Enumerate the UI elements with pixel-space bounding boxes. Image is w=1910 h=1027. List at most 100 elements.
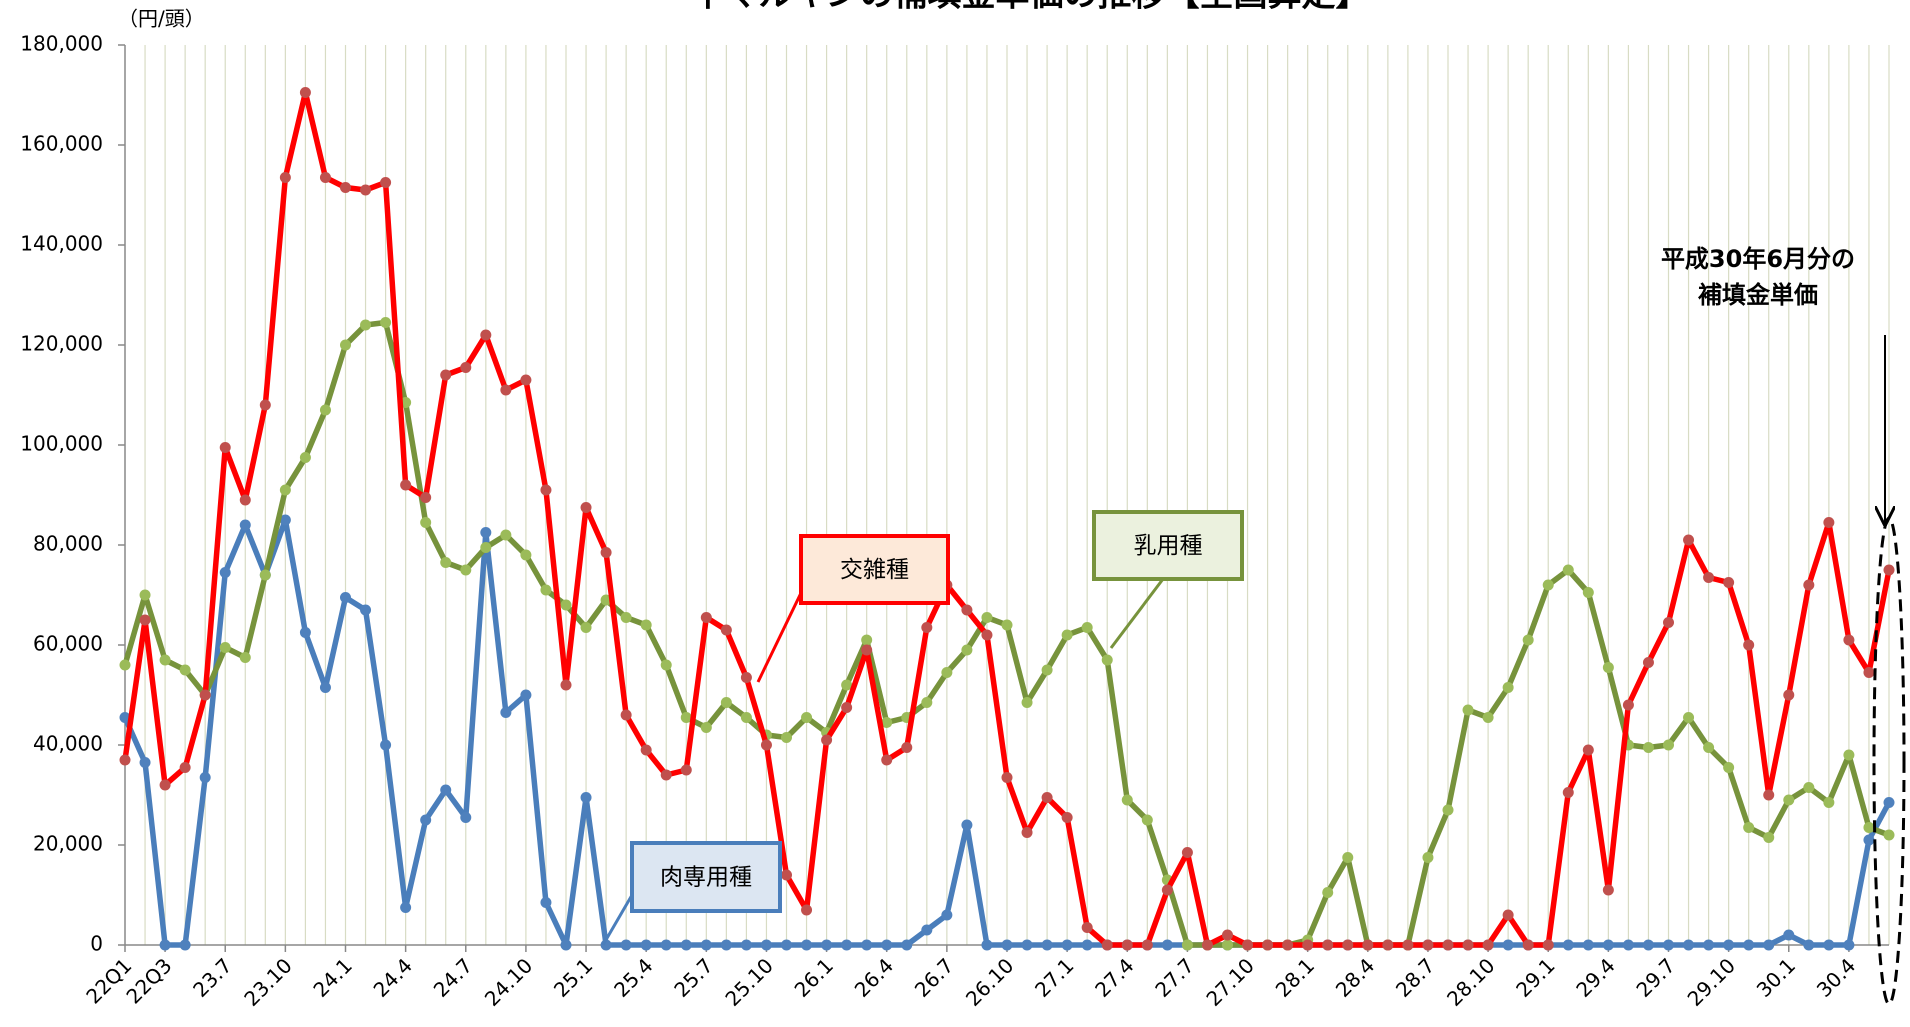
data-point: [440, 784, 452, 796]
data-point: [1582, 587, 1594, 598]
data-point: [1743, 822, 1755, 833]
data-point: [961, 819, 973, 831]
data-point: [1001, 939, 1013, 951]
data-point: [420, 517, 432, 528]
x-tick-label: 29.10: [1683, 953, 1740, 1010]
data-point: [921, 697, 933, 708]
data-point: [801, 712, 813, 723]
data-point: [1562, 939, 1574, 951]
data-point: [1663, 939, 1674, 951]
data-point: [1081, 622, 1093, 633]
data-point: [680, 939, 692, 951]
data-point: [1121, 794, 1133, 806]
data-point: [1843, 634, 1855, 646]
data-point: [1342, 852, 1354, 863]
data-point: [1703, 572, 1715, 583]
data-point: [1763, 789, 1775, 801]
data-point: [1482, 712, 1494, 723]
x-tick-label: 27.1: [1030, 953, 1078, 1001]
data-point: [881, 939, 893, 951]
data-point: [219, 442, 231, 453]
series: [119, 87, 1895, 951]
y-tick-label: 20,000: [33, 832, 103, 856]
data-point: [500, 529, 512, 541]
data-point: [881, 717, 893, 728]
y-tick-label: 40,000: [33, 732, 103, 756]
data-point: [1442, 804, 1454, 816]
x-tick-label: 26.1: [790, 953, 838, 1001]
data-point: [1562, 564, 1574, 576]
data-point: [360, 184, 372, 196]
data-point: [560, 599, 572, 611]
data-point: [1181, 847, 1193, 858]
data-point: [1001, 619, 1013, 631]
data-point: [480, 527, 492, 538]
data-point: [259, 399, 271, 411]
data-point: [1823, 797, 1835, 808]
data-point: [1262, 939, 1274, 951]
data-point: [279, 484, 291, 496]
y-tick-label: 180,000: [20, 32, 103, 56]
data-point: [821, 939, 833, 951]
data-point: [340, 592, 351, 603]
data-point: [1622, 699, 1634, 711]
data-point: [1322, 939, 1334, 951]
x-tick-label: 29.4: [1571, 953, 1619, 1001]
data-point: [199, 689, 211, 701]
data-point: [1161, 939, 1173, 951]
legend-box: [630, 841, 782, 913]
x-tick-label: 25.1: [549, 953, 597, 1001]
data-point: [1081, 922, 1093, 933]
highlight-ellipse: [1872, 516, 1906, 1006]
data-point: [480, 542, 492, 553]
data-point: [821, 734, 833, 746]
x-tick-label: 29.7: [1631, 953, 1679, 1001]
data-point: [1181, 939, 1193, 951]
data-point: [460, 564, 472, 576]
data-point: [340, 182, 351, 193]
data-point: [1743, 639, 1755, 651]
data-point: [921, 924, 933, 936]
data-point: [219, 642, 231, 653]
data-point: [1402, 939, 1414, 951]
data-point: [540, 584, 552, 596]
data-point: [520, 549, 532, 561]
data-point: [660, 769, 672, 781]
data-point: [540, 897, 552, 908]
data-point: [1883, 829, 1895, 841]
data-point: [1502, 939, 1514, 951]
data-point: [139, 589, 151, 601]
data-point: [540, 484, 552, 496]
data-point: [680, 712, 692, 723]
x-tick-label: 25.10: [720, 953, 777, 1010]
data-point: [1863, 822, 1875, 833]
data-point: [740, 712, 752, 723]
data-point: [1462, 704, 1474, 716]
data-point: [720, 697, 732, 708]
data-point: [1642, 657, 1654, 668]
x-tick-label: 25.4: [609, 953, 657, 1001]
data-point: [1803, 579, 1815, 591]
data-point: [700, 722, 712, 733]
data-point: [700, 939, 712, 951]
data-point: [801, 939, 813, 951]
data-point: [1602, 939, 1614, 951]
data-point: [380, 317, 392, 328]
data-point: [159, 939, 171, 951]
data-point: [620, 612, 632, 623]
data-point: [500, 384, 512, 396]
data-point: [1502, 682, 1514, 693]
annotation: 平成30年6月分の: [1661, 245, 1855, 273]
data-point: [1141, 939, 1153, 951]
data-point: [861, 634, 873, 646]
legend-label: 乳用種: [1134, 533, 1203, 559]
x-tick-label: 28.1: [1271, 953, 1319, 1001]
data-point: [1001, 772, 1013, 783]
y-tick-label: 0: [90, 932, 103, 956]
legend-box: [1092, 510, 1244, 581]
data-point: [1141, 814, 1153, 826]
data-point: [279, 172, 291, 183]
data-point: [319, 172, 331, 183]
data-point: [1622, 939, 1634, 951]
